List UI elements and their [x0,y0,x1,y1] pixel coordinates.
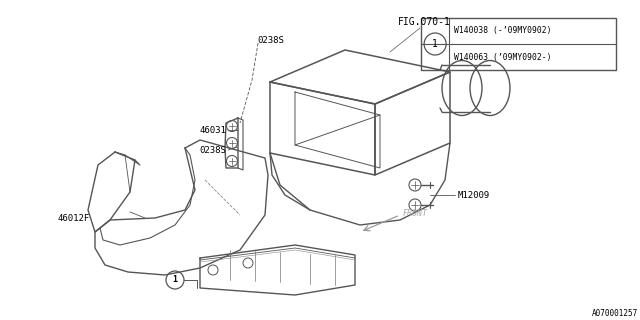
Text: 1: 1 [173,276,177,284]
Text: 0238S: 0238S [199,146,226,155]
Text: 46012F: 46012F [57,213,89,222]
Text: FIG.070-1: FIG.070-1 [398,17,451,27]
Text: M12009: M12009 [458,190,490,199]
Text: 0238S: 0238S [257,36,284,44]
Text: W140038 (-’09MY0902): W140038 (-’09MY0902) [454,26,552,35]
Text: W140063 (’09MY0902-): W140063 (’09MY0902-) [454,53,552,62]
Text: 46031: 46031 [199,125,226,134]
Bar [421,18,616,70]
Text: 1: 1 [432,39,438,49]
Text: A070001257: A070001257 [592,309,638,318]
Text: FRONT: FRONT [403,209,428,218]
